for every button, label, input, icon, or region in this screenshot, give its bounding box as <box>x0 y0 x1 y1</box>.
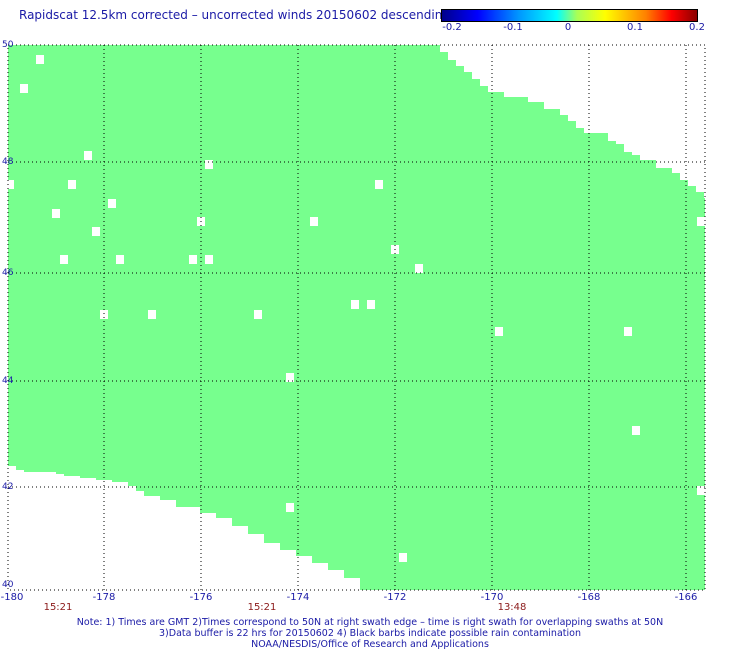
colorbar-tick-label: 0.1 <box>627 22 643 33</box>
map-title: Rapidscat 12.5km corrected – uncorrected… <box>19 8 450 22</box>
credit-line: NOAA/NESDIS/Office of Research and Appli… <box>251 639 489 650</box>
colorbar-tick-label: -0.1 <box>503 22 523 33</box>
swath-time-label: 13:48 <box>497 602 527 613</box>
data-gap-region <box>8 440 360 590</box>
lon-label: -166 <box>674 592 698 603</box>
lon-label: -174 <box>286 592 310 603</box>
lon-label: -176 <box>189 592 213 603</box>
lon-label: -170 <box>480 592 504 603</box>
graticule <box>8 45 705 590</box>
swath-time-label: 15:21 <box>43 602 73 613</box>
lon-label: -180 <box>0 592 24 603</box>
lat-label: 42 <box>2 482 14 492</box>
colorbar <box>441 9 698 22</box>
lat-label: 50 <box>2 40 14 50</box>
missing-data-cells <box>8 55 705 562</box>
lat-label: 46 <box>2 268 14 278</box>
footnote-line: 3)Data buffer is 22 hrs for 20150602 4) … <box>159 628 581 639</box>
lat-label: 48 <box>2 157 14 167</box>
map-frame <box>7 44 706 591</box>
lat-label: 44 <box>2 376 14 386</box>
lat-label: 40 <box>2 580 14 590</box>
colorbar-tick-label: -0.2 <box>442 22 462 33</box>
lon-label: -168 <box>577 592 601 603</box>
colorbar-tick-label: 0 <box>564 22 572 33</box>
footnote-line: Note: 1) Times are GMT 2)Times correspon… <box>76 617 664 628</box>
lon-label: -178 <box>92 592 116 603</box>
swath-time-label: 15:21 <box>247 602 277 613</box>
swath-region <box>8 45 705 590</box>
lon-label: -172 <box>383 592 407 603</box>
colorbar-tick-label: 0.2 <box>689 22 705 33</box>
